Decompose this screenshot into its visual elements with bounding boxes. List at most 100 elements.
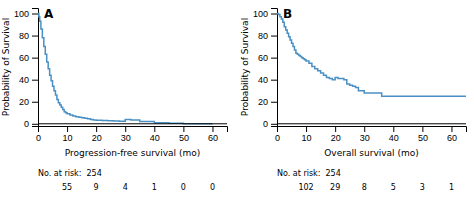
x-tick-label: 40: [389, 133, 399, 143]
x-tick-mark: [451, 126, 452, 132]
y-tick-mark: [271, 102, 277, 103]
y-tick-label: 20: [258, 97, 268, 107]
y-tick-label: 80: [258, 31, 268, 41]
y-tick-label: 40: [258, 75, 268, 85]
x-tick: 60: [208, 126, 218, 143]
x-tick-mark: [183, 126, 184, 132]
x-tick: 50: [179, 126, 189, 143]
figure: 0102030405060020406080100AProgression-fr…: [0, 0, 474, 198]
x-tick-mark: [154, 126, 155, 132]
x-tick: 40: [389, 126, 399, 143]
x-tick-label: 0: [275, 133, 280, 143]
y-axis-title: Probability of Survival: [240, 18, 250, 116]
baseline: [277, 123, 466, 124]
x-tick-label: 60: [447, 133, 457, 143]
baseline: [38, 123, 227, 124]
at-risk-label: No. at risk: 254: [277, 169, 341, 178]
x-tick: 30: [121, 126, 131, 143]
x-tick-mark: [422, 126, 423, 132]
y-tick-mark: [271, 80, 277, 81]
at-risk-label: No. at risk: 254: [38, 169, 102, 178]
at-risk-value: 0: [181, 183, 186, 192]
y-tick-mark: [271, 36, 277, 37]
panel-label: B: [283, 7, 292, 21]
x-axis-line: [278, 127, 467, 133]
x-tick-mark: [335, 126, 336, 132]
y-tick: 20: [258, 97, 277, 107]
x-tick-mark: [212, 126, 213, 132]
x-tick: 40: [150, 126, 160, 143]
at-risk-value: 1: [449, 183, 454, 192]
y-tick: 100: [14, 9, 38, 19]
plot-area: [38, 14, 227, 124]
x-axis: 0 10 20 30 40 50 60: [36, 126, 228, 143]
x-tick-mark: [96, 126, 97, 132]
y-tick-mark: [32, 124, 38, 125]
y-axis-line: [32, 9, 39, 127]
survival-curve: [38, 14, 212, 124]
x-axis-title: Overall survival (mo): [324, 148, 418, 158]
y-axis-line: [271, 9, 278, 127]
y-tick-mark: [32, 80, 38, 81]
x-tick-label: 10: [302, 133, 312, 143]
y-tick: 80: [19, 31, 38, 41]
at-risk-value: 5: [391, 183, 396, 192]
x-tick-label: 20: [331, 133, 341, 143]
at-risk-value: 4: [123, 183, 128, 192]
x-tick-mark: [125, 126, 126, 132]
x-axis-line: [39, 127, 228, 133]
y-tick-label: 40: [19, 75, 29, 85]
y-tick-mark: [271, 124, 277, 125]
survival-curve: [277, 14, 466, 97]
at-risk-value: 29: [330, 183, 340, 192]
x-axis: 0 10 20 30 40 50 60: [275, 126, 467, 143]
x-tick-label: 20: [92, 133, 102, 143]
y-tick-mark: [32, 36, 38, 37]
x-tick: 20: [92, 126, 102, 143]
y-tick-label: 0: [263, 119, 268, 129]
y-tick-label: 80: [19, 31, 29, 41]
at-risk-value: 0: [210, 183, 215, 192]
y-axis: 0 20 40 60 80 100: [253, 9, 278, 130]
x-tick: 10: [302, 126, 312, 143]
y-tick: 100: [253, 9, 277, 19]
x-axis-title: Progression-free survival (mo): [65, 148, 200, 158]
at-risk-value: 1: [152, 183, 157, 192]
x-tick-label: 10: [63, 133, 73, 143]
x-tick: 60: [447, 126, 457, 143]
x-tick: 0: [275, 126, 280, 143]
x-tick: 30: [360, 126, 370, 143]
x-tick-label: 50: [418, 133, 428, 143]
x-tick: 10: [63, 126, 73, 143]
y-tick-label: 20: [19, 97, 29, 107]
y-tick: 0: [263, 119, 277, 129]
y-tick: 0: [24, 119, 38, 129]
y-tick-label: 60: [19, 53, 29, 63]
at-risk-value: 102: [298, 183, 313, 192]
y-tick-label: 60: [258, 53, 268, 63]
y-tick: 60: [258, 53, 277, 63]
x-tick-mark: [67, 126, 68, 132]
y-tick-mark: [32, 102, 38, 103]
y-tick-label: 100: [253, 9, 268, 19]
x-tick-mark: [364, 126, 365, 132]
y-tick-mark: [32, 14, 38, 15]
y-axis: 0 20 40 60 80 100: [14, 9, 39, 130]
plot-area: [277, 14, 466, 124]
x-tick-label: 60: [208, 133, 218, 143]
at-risk-value: 8: [362, 183, 367, 192]
y-tick-label: 0: [24, 119, 29, 129]
panel-label: A: [44, 7, 54, 21]
x-tick-label: 50: [179, 133, 189, 143]
y-tick-label: 100: [14, 9, 29, 19]
y-tick: 20: [19, 97, 38, 107]
panel: 0 10 20 30 40 50 60 0 20 40 60 80 100 B Overall surviv…: [240, 7, 467, 192]
y-tick: 40: [19, 75, 38, 85]
x-tick-mark: [393, 126, 394, 132]
x-tick-label: 30: [121, 133, 131, 143]
at-risk-value: 9: [94, 183, 99, 192]
x-tick: 20: [331, 126, 341, 143]
x-tick: 0: [36, 126, 41, 143]
y-tick: 40: [258, 75, 277, 85]
y-axis-title: Probability of Survival: [1, 18, 11, 116]
